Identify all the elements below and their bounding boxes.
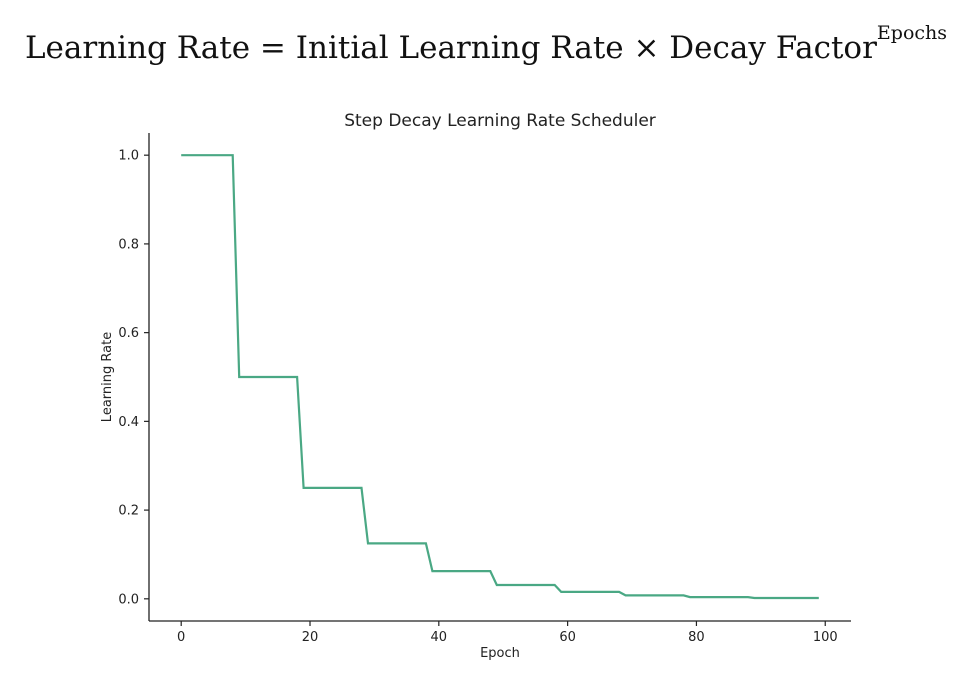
x-tick-label: 60 xyxy=(559,630,576,645)
y-ticks: 0.0 0.2 0.4 0.6 0.8 1.0 xyxy=(118,149,149,607)
formula-text: Learning Rate = Initial Learning Rate × … xyxy=(24,30,877,66)
x-tick-label: 80 xyxy=(688,630,705,645)
y-tick-label: 0.2 xyxy=(118,504,139,519)
x-tick-label: 100 xyxy=(813,630,838,645)
x-tick-label: 0 xyxy=(177,630,185,645)
y-tick-label: 0.4 xyxy=(118,415,139,430)
formula-superscript: Epochs xyxy=(876,22,948,44)
x-tick-label: 20 xyxy=(302,630,319,645)
chart-title: Step Decay Learning Rate Scheduler xyxy=(344,111,656,131)
x-axis-label: Epoch xyxy=(480,646,520,661)
y-tick-label: 0.6 xyxy=(118,326,139,341)
y-axis-label: Learning Rate xyxy=(100,332,115,422)
y-tick-label: 0.8 xyxy=(118,237,139,252)
formula-heading: Learning Rate = Initial Learning Rate × … xyxy=(0,22,972,66)
series-line xyxy=(181,154,819,600)
x-tick-label: 40 xyxy=(431,630,448,645)
y-tick-label: 1.0 xyxy=(118,149,139,164)
y-tick-label: 0.0 xyxy=(118,592,139,607)
x-ticks: 0 20 40 60 80 100 xyxy=(177,621,838,645)
